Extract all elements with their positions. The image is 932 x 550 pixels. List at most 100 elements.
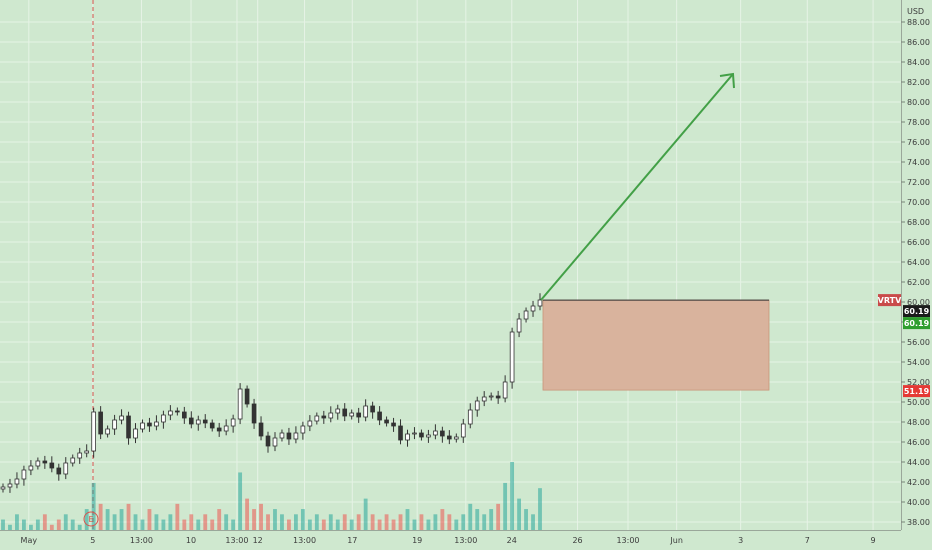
candle-body <box>140 422 145 430</box>
volume-bar <box>377 519 382 530</box>
volume-bar <box>238 472 243 530</box>
candle-body <box>349 412 355 417</box>
volume-bar <box>335 519 340 530</box>
candle-body <box>175 410 180 413</box>
volume-bar <box>349 519 354 530</box>
candle-body <box>516 318 522 333</box>
volume-bar <box>189 514 194 530</box>
volume-bar <box>266 514 270 530</box>
volume-bar <box>77 524 82 530</box>
candle-body <box>314 415 320 422</box>
price-axis-tick-label: 84.00 <box>907 58 930 67</box>
volume-bar <box>328 514 333 530</box>
time-axis-tick-label: May <box>21 536 38 545</box>
volume-bar <box>210 519 215 530</box>
price-axis-tick-label: 66.00 <box>907 238 930 247</box>
candle-body <box>433 430 438 436</box>
price-axis-tick-label: 46.00 <box>907 438 930 447</box>
price-axis-tick-label: 40.00 <box>907 498 930 507</box>
candle-body <box>370 405 375 413</box>
time-axis-tick-label: 17 <box>347 536 357 545</box>
candle-body <box>14 478 20 485</box>
candle-body <box>154 421 159 427</box>
volume-bar <box>140 519 145 530</box>
candle-body <box>195 419 201 425</box>
candle-body <box>467 409 473 425</box>
candle-body <box>70 457 76 464</box>
volume-bars <box>1 462 542 530</box>
candle-body <box>251 403 257 424</box>
last-price-badge-text: 60.19 <box>904 307 930 316</box>
volume-bar <box>475 509 480 530</box>
volume-bar <box>468 503 473 530</box>
volume-bar <box>531 514 535 530</box>
earnings-marker[interactable]: E <box>83 511 99 527</box>
volume-bar <box>461 514 466 530</box>
volume-bar <box>8 524 12 530</box>
last-price-badge-bg <box>903 305 930 318</box>
candle-body <box>307 420 313 427</box>
price-axis-tick-label: 42.00 <box>907 478 930 487</box>
volume-bar <box>126 503 131 530</box>
volume-bar <box>447 514 452 530</box>
candle-body <box>279 432 285 439</box>
volume-bar <box>84 509 89 530</box>
volume-bar <box>49 524 54 530</box>
candle-body <box>363 405 368 418</box>
candle-body <box>63 462 69 475</box>
time-axis-tick-label: 12 <box>253 536 263 545</box>
candle-body <box>258 422 264 437</box>
volume-bar <box>119 509 124 530</box>
candle-body <box>77 452 83 459</box>
candle-body <box>188 417 194 425</box>
candle-body <box>98 411 103 435</box>
volume-bar <box>293 514 298 530</box>
volume-bar <box>217 509 222 530</box>
volume-bar <box>524 509 528 530</box>
volume-bar <box>517 498 521 530</box>
candle-body <box>216 427 222 432</box>
candle-body <box>293 432 299 440</box>
volume-bar <box>314 514 319 530</box>
volume-bar <box>56 519 61 530</box>
volume-bar <box>538 488 542 530</box>
volume-bar <box>356 514 361 530</box>
target-bottom-badge-bg <box>903 385 930 398</box>
volume-bar <box>280 514 284 530</box>
volume-bar <box>42 514 47 530</box>
candle-body <box>112 419 117 430</box>
price-axis-tick-label: 88.00 <box>907 18 930 27</box>
candle-body <box>509 331 515 383</box>
target-zone-box[interactable] <box>542 299 770 391</box>
candle-body <box>488 395 494 398</box>
price-axis-tick-label: 54.00 <box>907 358 930 367</box>
earnings-marker-label: E <box>88 515 93 524</box>
price-axis[interactable]: 38.00 40.00 42.00 44.00 46.00 48.00 50.00 52.00… <box>901 7 930 527</box>
price-axis-tick-label: 56.00 <box>907 338 930 347</box>
price-axis-tick-label: 86.00 <box>907 38 930 47</box>
candle-body <box>412 432 417 435</box>
drawing-overlays[interactable] <box>540 72 770 391</box>
volume-bar <box>342 514 347 530</box>
volume-bar <box>112 514 117 530</box>
time-axis-tick-label: 26 <box>572 536 582 545</box>
candle-body <box>7 483 13 488</box>
projection-arrow-line[interactable] <box>540 73 734 301</box>
projection-arrow-head <box>719 72 735 89</box>
price-axis-tick-label: 64.00 <box>907 258 930 267</box>
volume-bar <box>300 509 305 530</box>
candle-body <box>286 432 292 440</box>
volume-bar <box>98 503 103 530</box>
candle-body <box>328 412 334 419</box>
candle-body <box>453 436 459 440</box>
candle-body <box>377 411 382 421</box>
candle-body <box>419 432 424 438</box>
symbol-badge-bg <box>878 294 901 307</box>
candle-body <box>523 310 529 320</box>
candle-body <box>28 465 34 471</box>
time-axis[interactable]: May 5 13:00 10 13:00 12 13:00 17 19 13:00 24 26 13:0… <box>21 536 876 545</box>
volume-bar <box>168 514 173 530</box>
candle-body <box>426 434 431 438</box>
earnings-marker-circle[interactable] <box>83 511 99 527</box>
